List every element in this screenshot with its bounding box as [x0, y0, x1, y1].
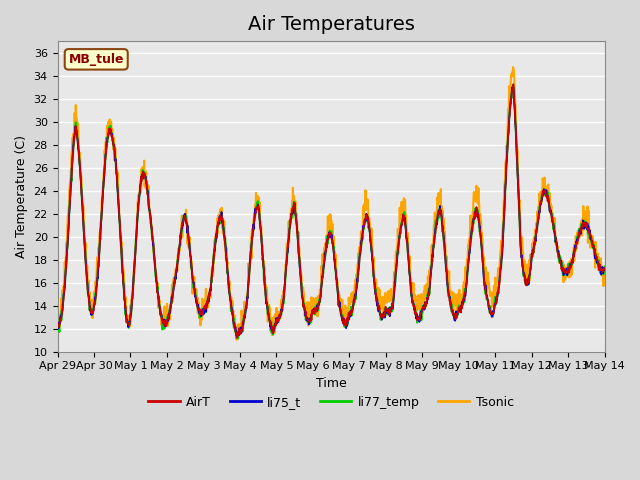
Line: li75_t: li75_t [58, 87, 605, 336]
li77_temp [417, 317, 424, 323]
li75_t [601, 266, 609, 272]
Tsonic [237, 321, 244, 326]
li75_t [417, 314, 424, 320]
li77_temp [488, 312, 495, 317]
Title: Air Temperatures: Air Temperatures [248, 15, 415, 34]
AirT [233, 335, 241, 341]
li75_t [175, 245, 183, 251]
li77_temp [175, 245, 183, 251]
AirT [417, 314, 424, 320]
AirT [54, 324, 61, 329]
li77_temp [237, 328, 244, 334]
li77_temp [162, 322, 170, 327]
li75_t [162, 321, 170, 327]
AirT [162, 324, 170, 329]
Line: AirT: AirT [58, 84, 605, 338]
X-axis label: Time: Time [316, 377, 346, 390]
Line: Tsonic: Tsonic [58, 67, 605, 340]
AirT [175, 245, 183, 251]
Y-axis label: Air Temperature (C): Air Temperature (C) [15, 135, 28, 258]
AirT [509, 81, 517, 87]
AirT [536, 200, 544, 206]
Tsonic [536, 200, 544, 205]
Tsonic [175, 246, 183, 252]
li77_temp [536, 198, 544, 204]
AirT [601, 266, 609, 272]
Tsonic [488, 292, 495, 298]
Tsonic [233, 337, 241, 343]
Tsonic [601, 267, 609, 273]
li75_t [54, 322, 61, 327]
Tsonic [54, 316, 61, 322]
li75_t [237, 324, 244, 330]
li75_t [488, 314, 495, 320]
AirT [488, 312, 495, 317]
li75_t [536, 201, 544, 207]
li77_temp [54, 326, 61, 332]
Tsonic [509, 64, 517, 70]
li77_temp [509, 82, 517, 87]
li75_t [508, 84, 516, 90]
Text: MB_tule: MB_tule [68, 53, 124, 66]
AirT [237, 331, 244, 336]
Legend: AirT, li75_t, li77_temp, Tsonic: AirT, li75_t, li77_temp, Tsonic [143, 391, 518, 414]
li75_t [233, 334, 241, 339]
li77_temp [601, 264, 609, 269]
Tsonic [162, 312, 170, 318]
Tsonic [417, 296, 424, 301]
li77_temp [234, 336, 242, 341]
Line: li77_temp: li77_temp [58, 84, 605, 338]
